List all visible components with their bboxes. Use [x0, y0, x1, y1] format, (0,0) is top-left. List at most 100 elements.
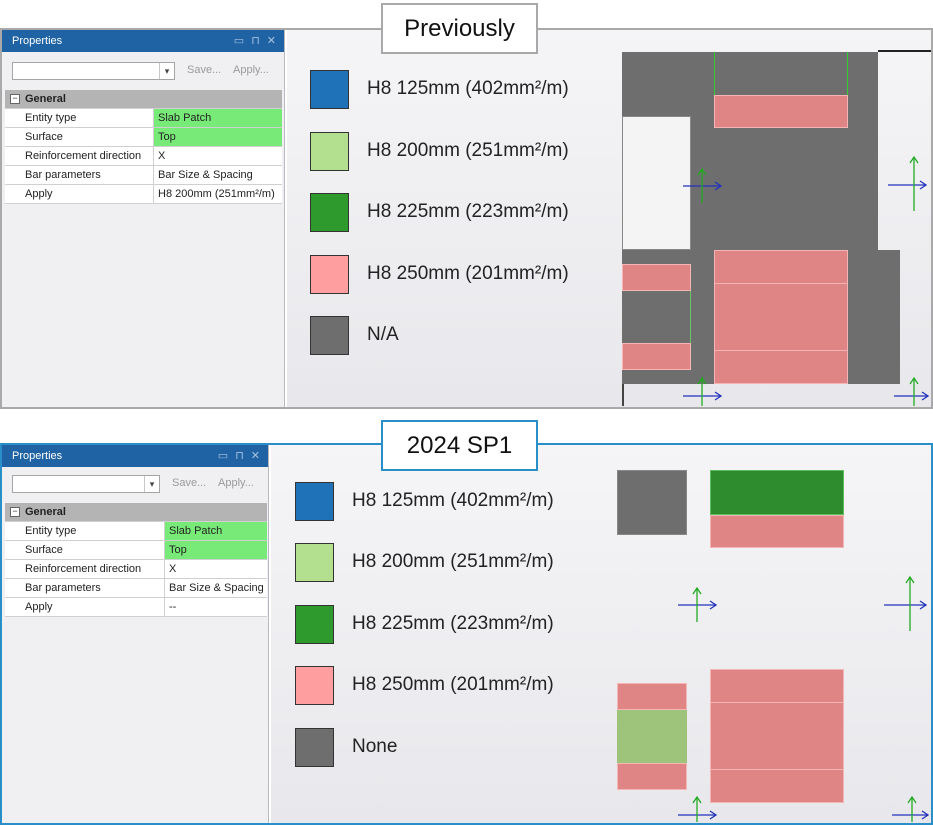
- legend-item: H8 225mm (223mm²/m): [295, 603, 554, 645]
- legend-label: H8 200mm (251mm²/m): [352, 551, 554, 572]
- caption-sp1: 2024 SP1: [381, 420, 538, 471]
- row-key: Entity type: [25, 112, 77, 124]
- axis-cross-icon: [678, 586, 718, 622]
- category-general[interactable]: − General: [5, 90, 282, 109]
- legend-label: N/A: [367, 324, 399, 345]
- row-apply[interactable]: Apply --: [5, 598, 267, 617]
- axis-cross-icon: [894, 376, 930, 406]
- caption-previously: Previously: [381, 3, 538, 54]
- legend-item: H8 125mm (402mm²/m): [295, 480, 554, 522]
- slab-patch-pink[interactable]: [617, 683, 687, 710]
- collapse-minus-icon[interactable]: −: [10, 94, 20, 104]
- legend-item: H8 200mm (251mm²/m): [295, 541, 554, 583]
- slab-patch-pink[interactable]: [714, 95, 848, 128]
- row-bar-parameters[interactable]: Bar parameters Bar Size & Spacing: [5, 579, 267, 598]
- row-key: Surface: [25, 131, 63, 143]
- legend-swatch: [295, 604, 334, 644]
- row-value[interactable]: Top: [153, 128, 282, 146]
- legend-swatch: [310, 254, 349, 294]
- row-surface[interactable]: Surface Top: [5, 541, 267, 560]
- axis-cross-icon: [892, 795, 930, 822]
- slab-patch-pink[interactable]: [710, 515, 844, 548]
- close-icon[interactable]: ✕: [250, 450, 260, 462]
- dropdown-arrow-icon[interactable]: ▾: [159, 63, 174, 79]
- collapse-minus-icon[interactable]: −: [10, 507, 20, 517]
- property-grid: − General Entity type Slab Patch Surface…: [5, 90, 282, 204]
- row-reinforcement-direction[interactable]: Reinforcement direction X: [5, 147, 282, 166]
- row-value[interactable]: Bar Size & Spacing: [164, 579, 267, 597]
- row-value[interactable]: H8 200mm (251mm²/m): [153, 185, 282, 203]
- row-entity-type[interactable]: Entity type Slab Patch: [5, 522, 267, 541]
- minimize-icon[interactable]: ▭: [217, 450, 229, 462]
- row-key: Reinforcement direction: [25, 150, 142, 162]
- row-key: Bar parameters: [25, 582, 101, 594]
- slab-patch-grey[interactable]: [617, 470, 687, 535]
- pin-icon[interactable]: ⊓: [235, 450, 244, 462]
- slab-patch-light-green[interactable]: [617, 710, 687, 763]
- slab-edge-line: [878, 50, 931, 52]
- property-grid: − General Entity type Slab Patch Surface…: [5, 503, 267, 617]
- legend-label: H8 250mm (201mm²/m): [367, 263, 569, 284]
- legend-swatch: [310, 192, 349, 232]
- legend-label: H8 225mm (223mm²/m): [352, 613, 554, 634]
- preset-combo[interactable]: ▾: [12, 62, 175, 80]
- row-apply[interactable]: Apply H8 200mm (251mm²/m): [5, 185, 282, 204]
- legend-swatch: [295, 727, 334, 767]
- slab-patch-grey[interactable]: [622, 291, 691, 343]
- legend-label: H8 225mm (223mm²/m): [367, 201, 569, 222]
- row-value[interactable]: Top: [164, 541, 267, 559]
- row-value[interactable]: Bar Size & Spacing: [153, 166, 282, 184]
- slab-divider: [714, 283, 848, 284]
- legend-swatch: [310, 315, 349, 355]
- axis-cross-icon: [884, 575, 928, 631]
- close-icon[interactable]: ✕: [266, 35, 276, 47]
- slab-divider: [714, 350, 848, 351]
- properties-panel-previously: Properties ▭ ⊓ ✕ ▾ Save... Apply... − Ge…: [2, 30, 285, 407]
- rebar-line: [714, 52, 715, 95]
- slab-divider: [710, 702, 844, 703]
- properties-title-bar: Properties ▭ ⊓ ✕: [2, 445, 268, 467]
- row-value[interactable]: Slab Patch: [164, 522, 267, 540]
- slab-patch-dark-green[interactable]: [710, 470, 844, 515]
- legend-item: H8 250mm (201mm²/m): [295, 664, 554, 706]
- row-key: Entity type: [25, 525, 77, 537]
- legend-label: H8 125mm (402mm²/m): [352, 490, 554, 511]
- row-value[interactable]: --: [164, 598, 267, 616]
- legend-swatch: [310, 131, 349, 171]
- pin-icon[interactable]: ⊓: [251, 35, 260, 47]
- row-key: Surface: [25, 544, 63, 556]
- slab-patch-pink[interactable]: [622, 264, 691, 291]
- axis-cross-icon: [678, 795, 718, 822]
- row-entity-type[interactable]: Entity type Slab Patch: [5, 109, 282, 128]
- category-general[interactable]: − General: [5, 503, 267, 522]
- legend-label: H8 250mm (201mm²/m): [352, 674, 554, 695]
- legend-item: H8 200mm (251mm²/m): [310, 130, 569, 172]
- legend-label: None: [352, 736, 398, 757]
- minimize-icon[interactable]: ▭: [233, 35, 245, 47]
- row-value[interactable]: X: [164, 560, 267, 578]
- dropdown-arrow-icon[interactable]: ▾: [144, 476, 159, 492]
- legend-swatch: [295, 542, 334, 582]
- legend-label: H8 200mm (251mm²/m): [367, 140, 569, 161]
- row-value[interactable]: X: [153, 147, 282, 165]
- apply-button[interactable]: Apply...: [218, 477, 254, 489]
- save-button[interactable]: Save...: [187, 64, 222, 76]
- legend-item: H8 225mm (223mm²/m): [310, 191, 569, 233]
- save-button[interactable]: Save...: [172, 477, 207, 489]
- slab-patch-pink[interactable]: [710, 669, 844, 803]
- apply-button[interactable]: Apply...: [233, 64, 269, 76]
- slab-patch-pink[interactable]: [622, 343, 691, 370]
- row-bar-parameters[interactable]: Bar parameters Bar Size & Spacing: [5, 166, 282, 185]
- slab-patch-pink[interactable]: [714, 250, 848, 384]
- slab-patch-pink[interactable]: [617, 763, 687, 790]
- row-key: Apply: [25, 601, 53, 613]
- properties-toolbar: ▾ Save... Apply...: [2, 473, 268, 499]
- row-key: Reinforcement direction: [25, 563, 142, 575]
- row-value[interactable]: Slab Patch: [153, 109, 282, 127]
- row-surface[interactable]: Surface Top: [5, 128, 282, 147]
- category-label: General: [25, 506, 66, 518]
- preset-combo[interactable]: ▾: [12, 475, 160, 493]
- legend-item: H8 250mm (201mm²/m): [310, 253, 569, 295]
- row-key: Bar parameters: [25, 169, 101, 181]
- row-reinforcement-direction[interactable]: Reinforcement direction X: [5, 560, 267, 579]
